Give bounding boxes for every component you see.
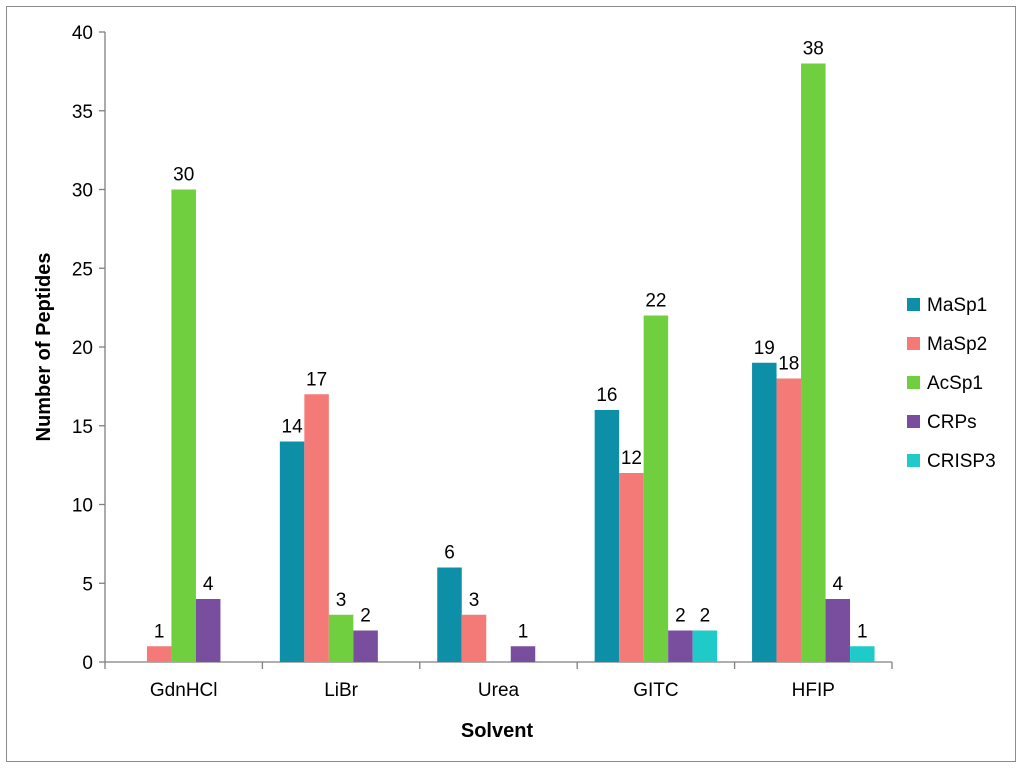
x-tick-label: HFIP [792, 680, 835, 701]
legend-label: CRPs [927, 412, 977, 433]
bar-crps [353, 630, 378, 662]
y-tick-label: 30 [72, 181, 93, 202]
data-label: 2 [675, 606, 686, 627]
data-label: 2 [360, 606, 371, 627]
y-tick-label: 35 [72, 102, 93, 123]
y-tick-label: 10 [72, 496, 93, 517]
data-label: 16 [596, 385, 617, 406]
bar-acsp1 [643, 315, 669, 662]
bar-masp2 [304, 394, 329, 662]
data-label: 14 [282, 417, 304, 438]
y-axis-title: Number of Peptides [33, 253, 55, 442]
data-label: 12 [621, 448, 642, 469]
y-tick-label: 15 [72, 417, 93, 438]
legend-swatch-crps [907, 415, 920, 428]
data-label: 18 [778, 354, 799, 375]
data-label: 1 [518, 621, 529, 642]
legend-swatch-masp1 [907, 298, 920, 311]
bar-acsp1 [328, 614, 354, 662]
bar-masp1 [752, 362, 777, 662]
legend-label: AcSp1 [927, 373, 983, 394]
bar-crisp3 [850, 646, 875, 662]
legend: MaSp1 MaSp2 AcSp1 CRPs CRISP3 [907, 295, 996, 472]
data-label: 30 [173, 165, 194, 186]
y-tick-label: 25 [72, 259, 93, 280]
legend-swatch-acsp1 [907, 376, 920, 389]
x-axis-title: Solvent [461, 720, 534, 742]
data-label: 22 [645, 291, 666, 312]
axes: 0 5 10 15 20 25 30 35 40 GdnHCl LiBr Urea GITC HFIP [72, 23, 893, 701]
bar-crps [510, 646, 536, 662]
bar-masp1 [279, 441, 305, 662]
bar-acsp1 [801, 63, 826, 662]
legend-label: CRISP3 [927, 451, 996, 472]
data-label: 19 [754, 338, 775, 359]
legend-label: MaSp1 [927, 295, 987, 316]
y-tick-label: 20 [72, 338, 93, 359]
bar-masp2 [619, 473, 644, 662]
bar-crisp3 [692, 630, 718, 662]
data-label: 4 [833, 574, 844, 595]
data-label: 38 [803, 39, 824, 60]
data-label: 4 [203, 574, 214, 595]
bar-crps [825, 599, 851, 662]
y-tick-label: 0 [82, 653, 93, 674]
y-tick-label: 40 [72, 23, 93, 44]
bar-crps [668, 630, 693, 662]
y-tick-label: 5 [82, 574, 93, 595]
x-tick-label: GITC [633, 680, 678, 701]
bar-acsp1 [171, 189, 196, 662]
bar-masp2 [146, 646, 172, 662]
bars [146, 63, 875, 662]
data-label: 2 [700, 606, 711, 627]
x-tick-label: Urea [478, 680, 520, 701]
bar-masp1 [437, 567, 462, 662]
legend-label: MaSp2 [927, 334, 987, 355]
legend-swatch-crisp3 [907, 454, 920, 467]
data-label: 17 [306, 369, 327, 390]
data-label: 1 [154, 621, 165, 642]
bar-masp2 [776, 378, 802, 662]
legend-swatch-masp2 [907, 337, 920, 350]
data-label: 3 [469, 590, 480, 611]
bar-masp2 [461, 614, 487, 662]
data-label: 1 [857, 621, 868, 642]
data-label: 6 [444, 543, 455, 564]
x-tick-label: GdnHCl [150, 680, 218, 701]
bar-masp1 [594, 410, 620, 662]
data-label: 3 [336, 590, 347, 611]
bar-crps [195, 599, 221, 662]
x-tick-label: LiBr [324, 680, 358, 701]
